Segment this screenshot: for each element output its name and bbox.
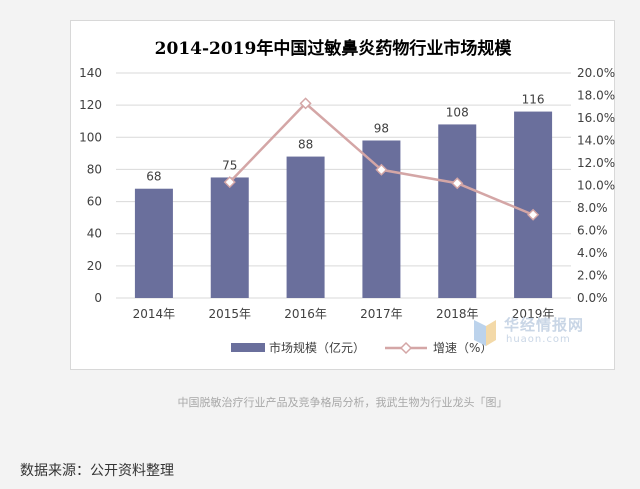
right-axis-tick-label: 14.0%	[577, 134, 615, 148]
bar	[134, 188, 173, 298]
right-axis-tick-label: 0.0%	[577, 291, 608, 305]
left-axis-ticks: 0 20 40 60 80 100 120 140	[79, 66, 102, 305]
huaon-logo-icon	[474, 320, 496, 346]
data-source-note: 数据来源：公开资料整理	[20, 463, 174, 479]
bar-value-label: 116	[522, 93, 545, 107]
bar-value-label: 88	[298, 138, 313, 152]
left-axis-tick-label: 120	[79, 98, 102, 112]
watermark-url: huaon.com	[506, 334, 571, 345]
legend-bar-swatch	[231, 343, 265, 352]
bar	[286, 156, 325, 298]
left-axis-tick-label: 40	[87, 227, 102, 241]
x-axis-tick-label: 2019年	[512, 307, 555, 321]
chart-frame: 2014-2019年中国过敏鼻炎药物行业市场规模 68 75 88 98 108 116 …	[70, 20, 615, 370]
bar-series	[134, 111, 553, 298]
x-axis-tick-label: 2015年	[208, 307, 251, 321]
right-axis-tick-label: 4.0%	[577, 246, 608, 260]
bar-value-label: 108	[446, 105, 469, 119]
left-axis-tick-label: 140	[79, 66, 102, 80]
x-axis-tick-label: 2018年	[436, 307, 479, 321]
bar	[438, 124, 477, 298]
growth-point	[375, 163, 388, 176]
left-axis-tick-label: 80	[87, 162, 102, 176]
left-axis-tick-label: 100	[79, 130, 102, 144]
right-axis-tick-label: 6.0%	[577, 224, 608, 238]
x-axis-tick-label: 2014年	[133, 307, 176, 321]
grid-lines	[116, 72, 571, 299]
bar-value-label: 98	[374, 122, 389, 136]
watermark-name: 华经情报网	[504, 316, 585, 334]
growth-point	[451, 177, 464, 190]
legend-line-label: 增速（%）	[433, 341, 492, 355]
legend-line-marker	[399, 341, 413, 355]
right-axis-tick-label: 10.0%	[577, 179, 615, 193]
growth-line-series	[223, 97, 540, 221]
right-axis-tick-label: 8.0%	[577, 201, 608, 215]
bar-value-label: 75	[222, 158, 237, 172]
growth-point	[527, 208, 540, 221]
x-axis-ticks: 2014年 2015年 2016年 2017年 2018年 2019年	[133, 307, 555, 321]
growth-point	[223, 176, 236, 189]
legend-bar-label: 市场规模（亿元）	[269, 340, 365, 355]
left-axis-tick-label: 60	[87, 195, 102, 209]
bar-value-label: 68	[146, 170, 161, 184]
right-axis-tick-label: 16.0%	[577, 111, 615, 125]
chart-title: 2014-2019年中国过敏鼻炎药物行业市场规模	[155, 38, 513, 59]
x-axis-tick-label: 2016年	[284, 307, 327, 321]
image-caption: 中国脱敏治疗行业产品及竞争格局分析，我武生物为行业龙头「图」	[177, 396, 508, 409]
x-axis-tick-label: 2017年	[360, 307, 403, 321]
right-axis-tick-label: 2.0%	[577, 269, 608, 283]
right-axis-tick-label: 20.0%	[577, 66, 615, 80]
left-axis-tick-label: 0	[94, 291, 102, 305]
bar	[514, 111, 553, 298]
left-axis-tick-label: 20	[87, 259, 102, 273]
watermark: 华经情报网 huaon.com	[468, 314, 608, 354]
legend: 市场规模（亿元） 增速（%）	[231, 340, 492, 355]
bar	[210, 177, 249, 298]
growth-point	[299, 97, 312, 110]
chart-svg: 2014-2019年中国过敏鼻炎药物行业市场规模 68758898108116 …	[79, 38, 615, 355]
right-axis-tick-label: 12.0%	[577, 156, 615, 170]
bar-value-labels: 68 75 88 98 108 116	[146, 93, 544, 184]
right-axis-ticks: 0.0% 2.0% 4.0% 6.0% 8.0% 10.0% 12.0% 14.0% 16.0%…	[577, 66, 615, 305]
right-axis-tick-label: 18.0%	[577, 89, 615, 103]
